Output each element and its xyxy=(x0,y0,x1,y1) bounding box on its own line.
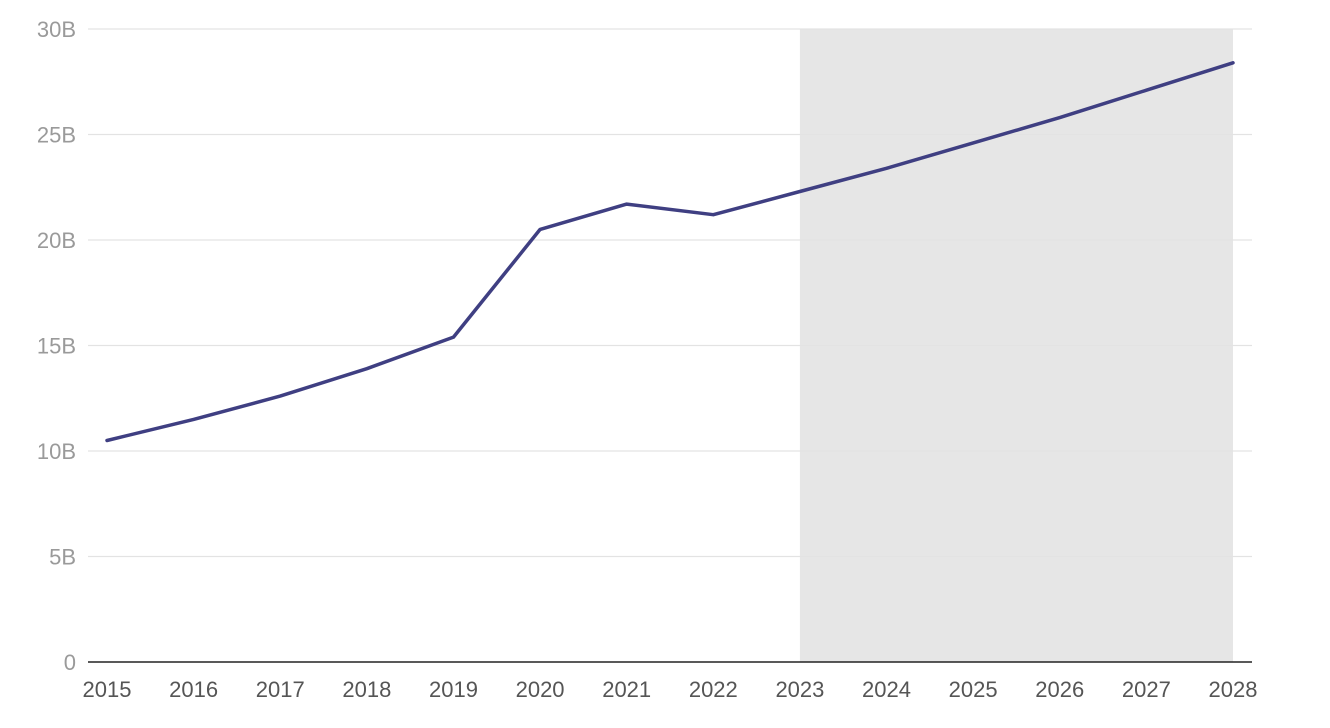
x-tick-label: 2016 xyxy=(169,677,218,702)
series-layer xyxy=(105,61,1235,443)
gridlines xyxy=(88,28,1252,558)
y-tick-label: 0 xyxy=(64,650,76,675)
y-tick-label: 30B xyxy=(37,17,76,42)
x-tick-label: 2020 xyxy=(516,677,565,702)
y-tick-label: 10B xyxy=(37,439,76,464)
x-tick-label: 2018 xyxy=(342,677,391,702)
x-tick-label: 2025 xyxy=(949,677,998,702)
x-tick-label: 2027 xyxy=(1122,677,1171,702)
x-tick-label: 2017 xyxy=(256,677,305,702)
x-axis-tick-labels: 2015 2016 2017 2018 2019 2020 2021 2022 2023 2024… xyxy=(83,677,1258,702)
y-tick-label: 15B xyxy=(37,334,76,359)
x-tick-label: 2021 xyxy=(602,677,651,702)
x-tick-label: 2022 xyxy=(689,677,738,702)
x-tick-label: 2023 xyxy=(775,677,824,702)
series-line-0 xyxy=(105,61,1235,443)
y-axis-tick-labels: 0 5B 10B 15B 20B 25B 30B xyxy=(37,17,76,675)
x-tick-label: 2026 xyxy=(1035,677,1084,702)
x-tick-label: 2019 xyxy=(429,677,478,702)
y-tick-label: 25B xyxy=(37,123,76,148)
x-tick-label: 2024 xyxy=(862,677,911,702)
x-tick-label: 2015 xyxy=(83,677,132,702)
y-tick-label: 5B xyxy=(49,545,76,570)
y-tick-label: 20B xyxy=(37,228,76,253)
x-tick-label: 2028 xyxy=(1209,677,1258,702)
